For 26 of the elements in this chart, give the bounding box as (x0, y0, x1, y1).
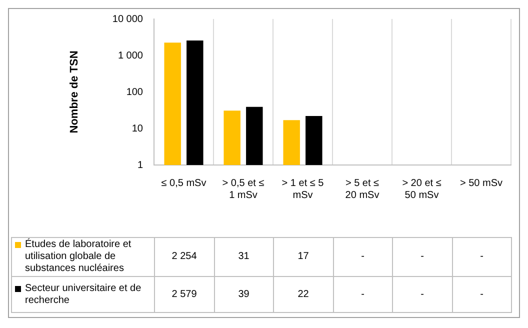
x-tick-label: > 20 et ≤ 50 mSv (402, 178, 442, 201)
data-label: 2 254 (154, 238, 214, 276)
y-tick-label: 100 (126, 86, 144, 98)
text: - (420, 251, 424, 262)
data-label: 17 (274, 238, 333, 276)
text: - (361, 251, 364, 262)
y-tick-label: 1 000 (118, 50, 144, 62)
text: - (480, 288, 484, 300)
y-tick-label: 10 (132, 123, 144, 134)
x-tick-label: > 5 et ≤ 20 mSv (345, 178, 380, 201)
data-label: 31 (214, 238, 274, 276)
y-tick-label: 10 000 (112, 14, 144, 25)
legend-label: Secteur universitaire et de recherche (25, 282, 142, 306)
y-axis-title: Nombre de TSN (68, 50, 81, 134)
legend-label: Études de laboratoire et utilisation globale de substances nucléaires (25, 239, 132, 275)
text: - (420, 288, 424, 300)
data-label: 2 579 (154, 276, 214, 312)
data-label: 22 (274, 276, 333, 312)
x-tick-label: > 50 mSv (460, 178, 503, 189)
x-tick-label: ≤ 0,5 mSv (161, 178, 206, 189)
text: - (480, 251, 484, 262)
x-tick-label: > 0,5 et ≤ 1 mSv (222, 178, 265, 201)
x-tick-label: > 1 et ≤ 5 mSv (282, 178, 324, 201)
y-tick-label: 1 (137, 160, 144, 171)
text: - (361, 288, 364, 300)
data-label: 39 (214, 276, 274, 312)
